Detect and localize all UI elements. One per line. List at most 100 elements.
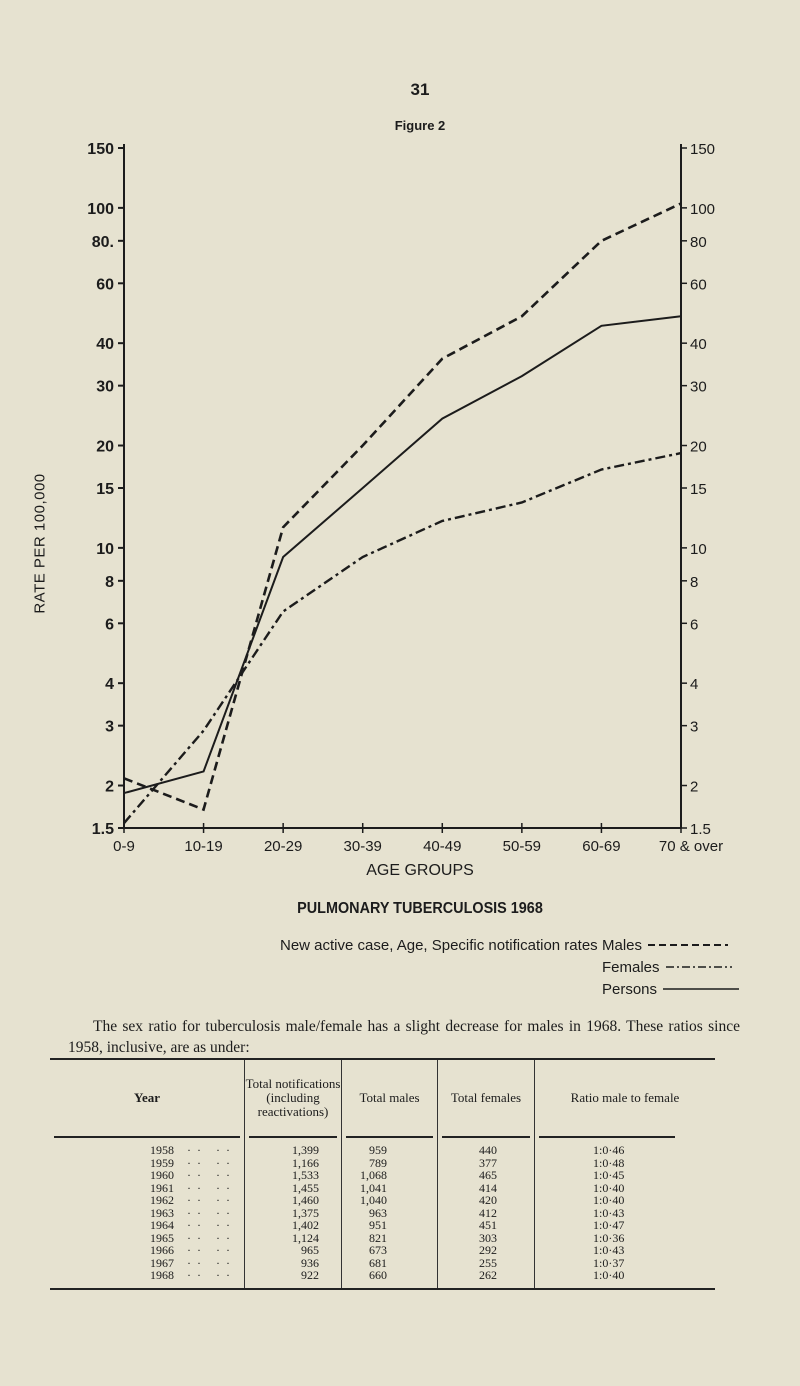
- cell-total-notifications-text: 965: [301, 1243, 319, 1257]
- y-tick-label-left: 2: [105, 779, 114, 796]
- x-tick-label: 60-69: [582, 838, 620, 855]
- y-tick-label-right: 4: [690, 676, 698, 693]
- cell-total-notifications: 922: [244, 1268, 342, 1282]
- cell-total-males: 821: [341, 1230, 438, 1245]
- cell-ratio-text: 1:0·40: [593, 1180, 625, 1195]
- cell-year: 1958 ·· ··: [50, 1144, 245, 1157]
- cell-total-notifications-text: 936: [301, 1255, 319, 1270]
- cell-total-notifications: 1,166: [244, 1155, 342, 1170]
- y-tick-label-right: 6: [690, 616, 698, 633]
- y-tick-label-left: 80.: [92, 234, 114, 251]
- legend-swatch-males: [648, 944, 729, 946]
- cell-ratio: 1:0·37: [534, 1255, 715, 1270]
- cell-total-females-text: 420: [479, 1193, 497, 1207]
- cell-total-males-text: 660: [369, 1268, 387, 1282]
- legend-swatch-females: [665, 966, 732, 968]
- table-row: 1963 ·· ·· 1,375 963 412 1:0·43: [50, 1205, 715, 1220]
- cell-year-text: 1961: [150, 1180, 174, 1195]
- x-tick-label: 10-19: [184, 838, 222, 855]
- cell-total-females: 377: [437, 1156, 535, 1169]
- cell-total-males-text: 789: [369, 1155, 387, 1170]
- cell-total-males-text: 821: [369, 1230, 387, 1245]
- cell-total-males-text: 963: [369, 1205, 387, 1220]
- x-tick-label: 50-59: [503, 838, 541, 855]
- y-tick-label-right: 3: [690, 719, 698, 736]
- cell-total-females-text: 262: [479, 1268, 497, 1282]
- cell-total-notifications: 1,533: [244, 1169, 342, 1182]
- cell-ratio: 1:0·48: [534, 1155, 715, 1170]
- table-row: 1960 ·· ·· 1,533 1,068 465 1:0·45: [50, 1169, 715, 1182]
- cell-total-males: 681: [341, 1255, 438, 1270]
- cell-total-notifications-text: 1,166: [292, 1155, 319, 1170]
- table-row: 1965 ·· ·· 1,124 821 303 1:0·36: [50, 1230, 715, 1245]
- table-row: 1958 ·· ·· 1,399 959 440 1:0·46: [50, 1144, 715, 1157]
- legend-label-persons: Persons: [602, 980, 658, 998]
- cell-year-text: 1967: [150, 1255, 174, 1270]
- cell-year: 1968 ·· ··: [50, 1269, 245, 1282]
- y-tick-label-right: 80: [690, 234, 707, 251]
- cell-ratio: 1:0·43: [534, 1243, 715, 1257]
- cell-total-males: 789: [341, 1155, 438, 1170]
- series-line-females: [123, 451, 682, 824]
- cell-total-males-text: 673: [369, 1243, 387, 1257]
- leader-dots: ·· ··: [187, 1193, 236, 1207]
- cell-ratio: 1:0·46: [534, 1144, 715, 1157]
- table-row: 1968 ·· ·· 922 660 262 1:0·40: [50, 1269, 715, 1282]
- series-line-males: [123, 202, 682, 812]
- cell-total-males-text: 681: [369, 1255, 387, 1270]
- cell-total-females-text: 465: [479, 1168, 497, 1182]
- cell-total-females: 412: [437, 1205, 535, 1220]
- figure-label: Figure 2: [394, 118, 446, 133]
- cell-year: 1964 ·· ··: [50, 1219, 245, 1232]
- cell-total-females-text: 303: [479, 1230, 497, 1245]
- y-tick-label-right: 60: [690, 276, 707, 293]
- cell-year-text: 1965: [150, 1230, 174, 1245]
- x-tick-label: 30-39: [344, 838, 382, 855]
- y-tick-label-right: 20: [690, 439, 707, 456]
- leader-dots: ·· ··: [187, 1218, 236, 1232]
- cell-total-females: 303: [437, 1230, 535, 1245]
- y-tick-label-right: 40: [690, 336, 707, 353]
- cell-total-males: 1,041: [341, 1180, 438, 1195]
- cell-total-notifications: 936: [244, 1255, 342, 1270]
- y-tick-label-right: 2: [690, 779, 698, 796]
- cell-total-females-text: 255: [479, 1255, 497, 1270]
- cell-ratio-text: 1:0·40: [593, 1268, 625, 1282]
- cell-ratio-text: 1:0·37: [593, 1255, 625, 1270]
- table-row: 1961 ·· ·· 1,455 1,041 414 1:0·40: [50, 1180, 715, 1195]
- cell-year-text: 1960: [150, 1168, 174, 1182]
- cell-total-males-text: 951: [369, 1218, 387, 1232]
- cell-year: 1966 ·· ··: [50, 1244, 245, 1257]
- sex-ratio-table: Year Total notifications (including reac…: [50, 1058, 715, 1290]
- cell-year-text: 1964: [150, 1218, 174, 1232]
- cell-total-males-text: 1,068: [360, 1168, 387, 1182]
- cell-ratio: 1:0·47: [534, 1219, 715, 1232]
- cell-total-males-text: 1,041: [360, 1180, 387, 1195]
- cell-total-females-text: 292: [479, 1243, 497, 1257]
- x-tick-label: 0-9: [113, 838, 135, 855]
- cell-ratio-text: 1:0·43: [593, 1243, 625, 1257]
- cell-total-females-text: 412: [479, 1205, 497, 1220]
- cell-year-text: 1958: [150, 1143, 174, 1157]
- cell-ratio-text: 1:0·48: [593, 1155, 625, 1170]
- cell-total-males: 673: [341, 1243, 438, 1257]
- legend-label-males: Males: [602, 936, 643, 954]
- y-tick-label-right: 10: [690, 541, 707, 558]
- cell-year: 1962 ·· ··: [50, 1194, 245, 1207]
- cell-year-text: 1966: [150, 1243, 174, 1257]
- header-year: Year: [134, 1090, 160, 1105]
- y-tick-label-left: 60: [96, 276, 114, 293]
- y-tick-label-left: 40: [96, 336, 114, 353]
- y-tick-label-right: 15: [690, 481, 707, 498]
- cell-total-notifications-text: 1,124: [292, 1230, 319, 1245]
- cell-total-females: 262: [437, 1268, 535, 1282]
- cell-total-females-text: 451: [479, 1218, 497, 1232]
- leader-dots: ·· ··: [187, 1205, 236, 1220]
- table-row: 1964 ·· ·· 1,402 951 451 1:0·47: [50, 1219, 715, 1232]
- cell-total-notifications-text: 922: [301, 1268, 319, 1282]
- chart-title: PULMONARY TUBERCULOSIS 1968: [297, 900, 543, 917]
- y-tick-label-right: 150: [690, 141, 715, 158]
- cell-ratio-text: 1:0·45: [593, 1168, 625, 1182]
- y-tick-label-right: 1.5: [690, 821, 711, 838]
- y-tick-label-right: 8: [690, 574, 698, 591]
